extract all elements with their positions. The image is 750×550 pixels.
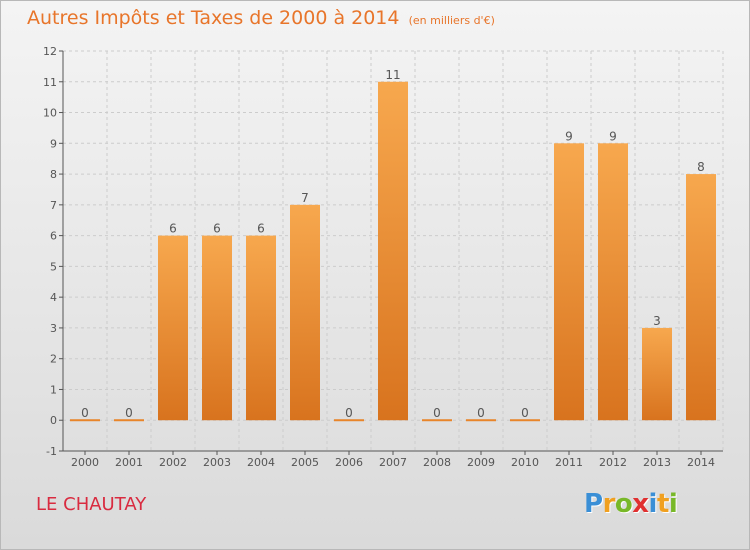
- x-tick-label: 2004: [247, 456, 275, 469]
- bar: [554, 143, 584, 421]
- bar-data-label: 6: [169, 222, 177, 236]
- y-tick-label: 7: [50, 199, 57, 212]
- bar: [202, 235, 232, 421]
- x-tick-label: 2013: [643, 456, 671, 469]
- bar-data-label: 3: [653, 314, 661, 328]
- bar: [686, 174, 716, 421]
- bar-data-label: 9: [609, 129, 617, 143]
- bar: [334, 419, 364, 422]
- x-tick-label: 2001: [115, 456, 143, 469]
- y-tick-label: 9: [50, 137, 57, 150]
- bar-data-label: 6: [213, 222, 221, 236]
- logo-letter: i: [648, 489, 658, 519]
- y-tick-label: 3: [50, 322, 57, 335]
- bar-data-label: 0: [521, 406, 529, 420]
- logo-letter: o: [614, 489, 633, 519]
- logo-letter: i: [668, 489, 678, 519]
- bar: [246, 235, 276, 421]
- bar: [70, 419, 100, 422]
- bar-data-label: 0: [81, 406, 89, 420]
- chart-title: Autres Impôts et Taxes de 2000 à 2014 (e…: [27, 7, 495, 29]
- bar-data-label: 0: [477, 406, 485, 420]
- y-tick-label: 5: [50, 260, 57, 273]
- y-tick-label: 4: [50, 291, 57, 304]
- bar-data-label: 9: [565, 129, 573, 143]
- bar: [158, 235, 188, 421]
- x-tick-label: 2002: [159, 456, 187, 469]
- x-tick-label: 2012: [599, 456, 627, 469]
- y-tick-label: 2: [50, 353, 57, 366]
- logo-letter: t: [656, 489, 669, 519]
- bar-data-label: 11: [385, 68, 400, 82]
- y-tick-label: 10: [43, 107, 57, 120]
- x-tick-label: 2011: [555, 456, 583, 469]
- logo-letter: x: [632, 489, 649, 519]
- y-tick-label: 0: [50, 414, 57, 427]
- bar-data-label: 7: [301, 191, 309, 205]
- x-tick-label: 2000: [71, 456, 99, 469]
- labels: 2000 0 2001 0 2002 6 2003 6 2004 6 2005 7 2006 0 2007 1…: [71, 68, 715, 469]
- x-tick-label: 2009: [467, 456, 495, 469]
- x-tick-label: 2007: [379, 456, 407, 469]
- bar: [290, 204, 320, 421]
- logo-letter: r: [602, 489, 616, 519]
- bars: [70, 81, 716, 422]
- bar-data-label: 0: [433, 406, 441, 420]
- logo-letter: P: [584, 489, 603, 519]
- chart-title-unit: (en milliers d'€): [408, 14, 495, 27]
- bar-data-label: 8: [697, 160, 705, 174]
- y-tick-label: 6: [50, 230, 57, 243]
- bar: [422, 419, 452, 422]
- bar: [510, 419, 540, 422]
- commune-name: LE CHAUTAY: [36, 494, 147, 515]
- x-tick-label: 2014: [687, 456, 715, 469]
- proxiti-logo[interactable]: Proxiti: [584, 489, 678, 519]
- bar: [114, 419, 144, 422]
- y-tick-label: 8: [50, 168, 57, 181]
- y-tick-label: -1: [46, 445, 57, 458]
- bar: [598, 143, 628, 421]
- y-tick-label: 1: [50, 383, 57, 396]
- y-tick-label: 11: [43, 76, 57, 89]
- bar-data-label: 0: [345, 406, 353, 420]
- bar: [642, 327, 672, 421]
- bar-data-label: 6: [257, 222, 265, 236]
- y-tick-label: 12: [43, 45, 57, 58]
- bar-data-label: 0: [125, 406, 133, 420]
- x-tick-label: 2003: [203, 456, 231, 469]
- x-tick-label: 2008: [423, 456, 451, 469]
- bar: [466, 419, 496, 422]
- bar: [378, 81, 408, 421]
- x-tick-label: 2010: [511, 456, 539, 469]
- chart-title-main: Autres Impôts et Taxes de 2000 à 2014: [27, 7, 400, 29]
- x-tick-label: 2006: [335, 456, 363, 469]
- x-tick-label: 2005: [291, 456, 319, 469]
